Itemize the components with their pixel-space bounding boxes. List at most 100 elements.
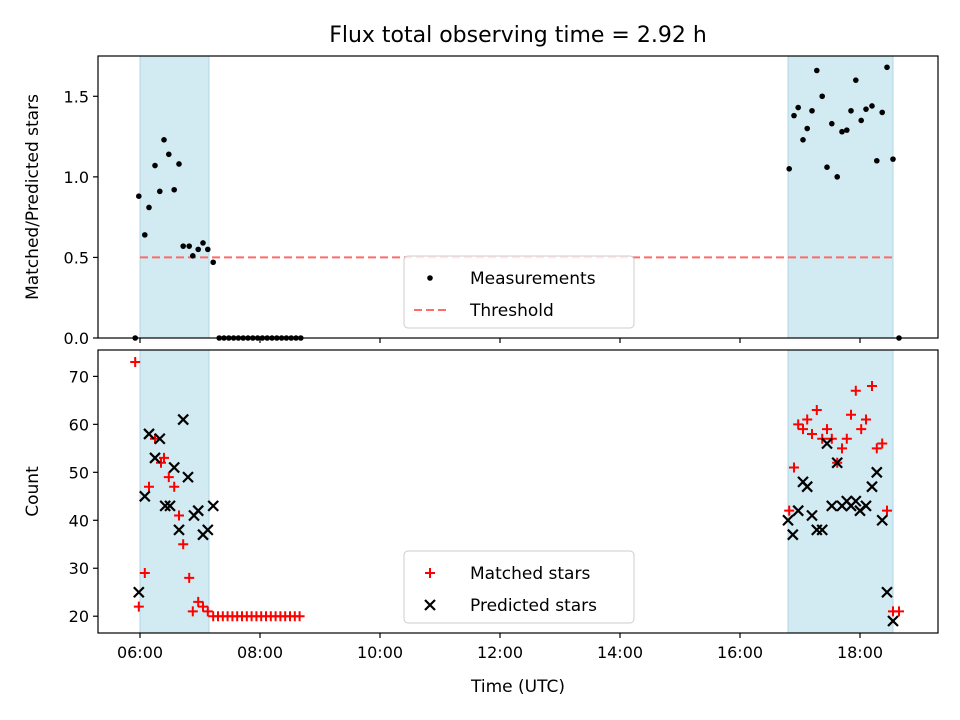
matched-star-point (867, 380, 877, 391)
y-tick-label: 50 (69, 463, 89, 482)
axes-frame (97, 349, 939, 634)
matched-star-point (850, 385, 861, 396)
matched-star-point (798, 424, 808, 435)
measurement-point (848, 107, 854, 114)
matched-star-point (802, 414, 813, 425)
measurement-point (824, 164, 830, 170)
predicted-star-point (202, 524, 214, 536)
predicted-star-point (806, 509, 818, 522)
matched-star-point (198, 601, 208, 612)
predicted-star-point (173, 524, 185, 536)
matched-star-point (178, 539, 189, 550)
predicted-star-point (881, 586, 893, 599)
x-tick-label: 06:00 (117, 643, 163, 662)
measurement-point (210, 259, 216, 266)
matched-star-point (784, 505, 795, 516)
measurement-point (834, 174, 840, 180)
measurement-point (142, 232, 148, 238)
predicted-star-point (860, 500, 872, 512)
matched-star-point (187, 606, 198, 617)
measurement-point (186, 243, 192, 249)
measurement-point (195, 246, 201, 253)
measurement-point (200, 240, 206, 246)
predicted-star-point (816, 524, 828, 536)
legend-marker (425, 568, 435, 578)
measurement-point (136, 193, 142, 199)
measurement-point (171, 186, 177, 193)
matched-star-point (811, 404, 822, 415)
matched-star-point (882, 505, 892, 516)
y-axis-label: Matched/Predicted stars (23, 94, 43, 300)
y-tick-label: 40 (69, 511, 89, 530)
predicted-star-point (159, 500, 171, 512)
measurement-point (180, 243, 186, 249)
matched-star-point (846, 409, 856, 420)
matched-star-point (130, 356, 141, 367)
predicted-star-point (821, 437, 833, 450)
matched-star-point (163, 472, 174, 483)
measurement-point (176, 161, 182, 167)
legend-entry: Measurements (470, 269, 596, 289)
measurement-point (858, 117, 864, 124)
matched-star-point (789, 462, 799, 473)
measurement-point (795, 104, 801, 111)
predicted-star-point (207, 500, 219, 512)
measurement-point (844, 127, 850, 133)
legend: Measurements Threshold (403, 255, 635, 329)
matched-star-point (861, 414, 871, 425)
predicted-star-point (168, 461, 180, 474)
matched-star-point (159, 452, 169, 463)
x-tick-label: 18:00 (837, 643, 883, 662)
predicted-star-point (792, 504, 804, 517)
legend-marker (427, 275, 433, 281)
predicted-star-point (154, 432, 166, 445)
y-tick-label: 70 (69, 367, 89, 386)
series-predicted-stars (133, 413, 899, 627)
matched-star-point (894, 606, 904, 617)
matched-star-point (144, 481, 154, 492)
measurement-point (791, 112, 797, 119)
measurement-point (190, 253, 196, 259)
measurement-point (800, 136, 806, 143)
predicted-star-point (782, 514, 794, 527)
measurement-point (829, 120, 835, 127)
matched-star-point (871, 443, 882, 454)
y-tick-label: 0.5 (64, 248, 89, 267)
y-tick-label: 1.0 (64, 168, 89, 187)
x-axis-label: Time (UTC) (470, 677, 565, 697)
predicted-star-point (149, 452, 161, 464)
predicted-star-point (139, 490, 151, 503)
y-axis-label: Count (23, 466, 43, 517)
predicted-star-point (164, 500, 176, 512)
shaded-interval (787, 55, 894, 339)
measurement-point (152, 162, 158, 169)
legend-marker (424, 599, 436, 611)
predicted-star-point (143, 428, 155, 440)
predicted-star-point (787, 528, 799, 541)
predicted-star-point (177, 413, 189, 426)
matched-star-point (169, 481, 180, 492)
measurement-point (205, 246, 211, 253)
bottom-panel: 20 30 40 50 60 70 06:00 08:00 10:00 12:00 14:00 16:… (23, 349, 939, 697)
matched-star-point (877, 438, 888, 449)
legend: Matched stars Predicted stars (403, 550, 635, 624)
measurement-point (839, 128, 845, 135)
measurement-point (161, 136, 167, 143)
matched-star-point (837, 443, 847, 454)
matched-star-point (202, 606, 213, 617)
matched-star-point (807, 428, 817, 439)
y-tick-label: 20 (69, 607, 89, 626)
measurement-point (786, 166, 792, 172)
measurement-point (809, 107, 815, 114)
chart-title: Flux total observing time = 2.92 h (329, 23, 707, 48)
y-tick-label: 60 (69, 415, 89, 434)
measurement-point (819, 93, 825, 100)
predicted-star-point (866, 480, 878, 493)
matched-star-point (856, 424, 867, 435)
predicted-star-point (801, 480, 813, 493)
matched-star-point (822, 424, 832, 435)
series-matched-stars (130, 356, 904, 622)
predicted-star-point (876, 514, 888, 527)
measurement-point (863, 106, 869, 112)
